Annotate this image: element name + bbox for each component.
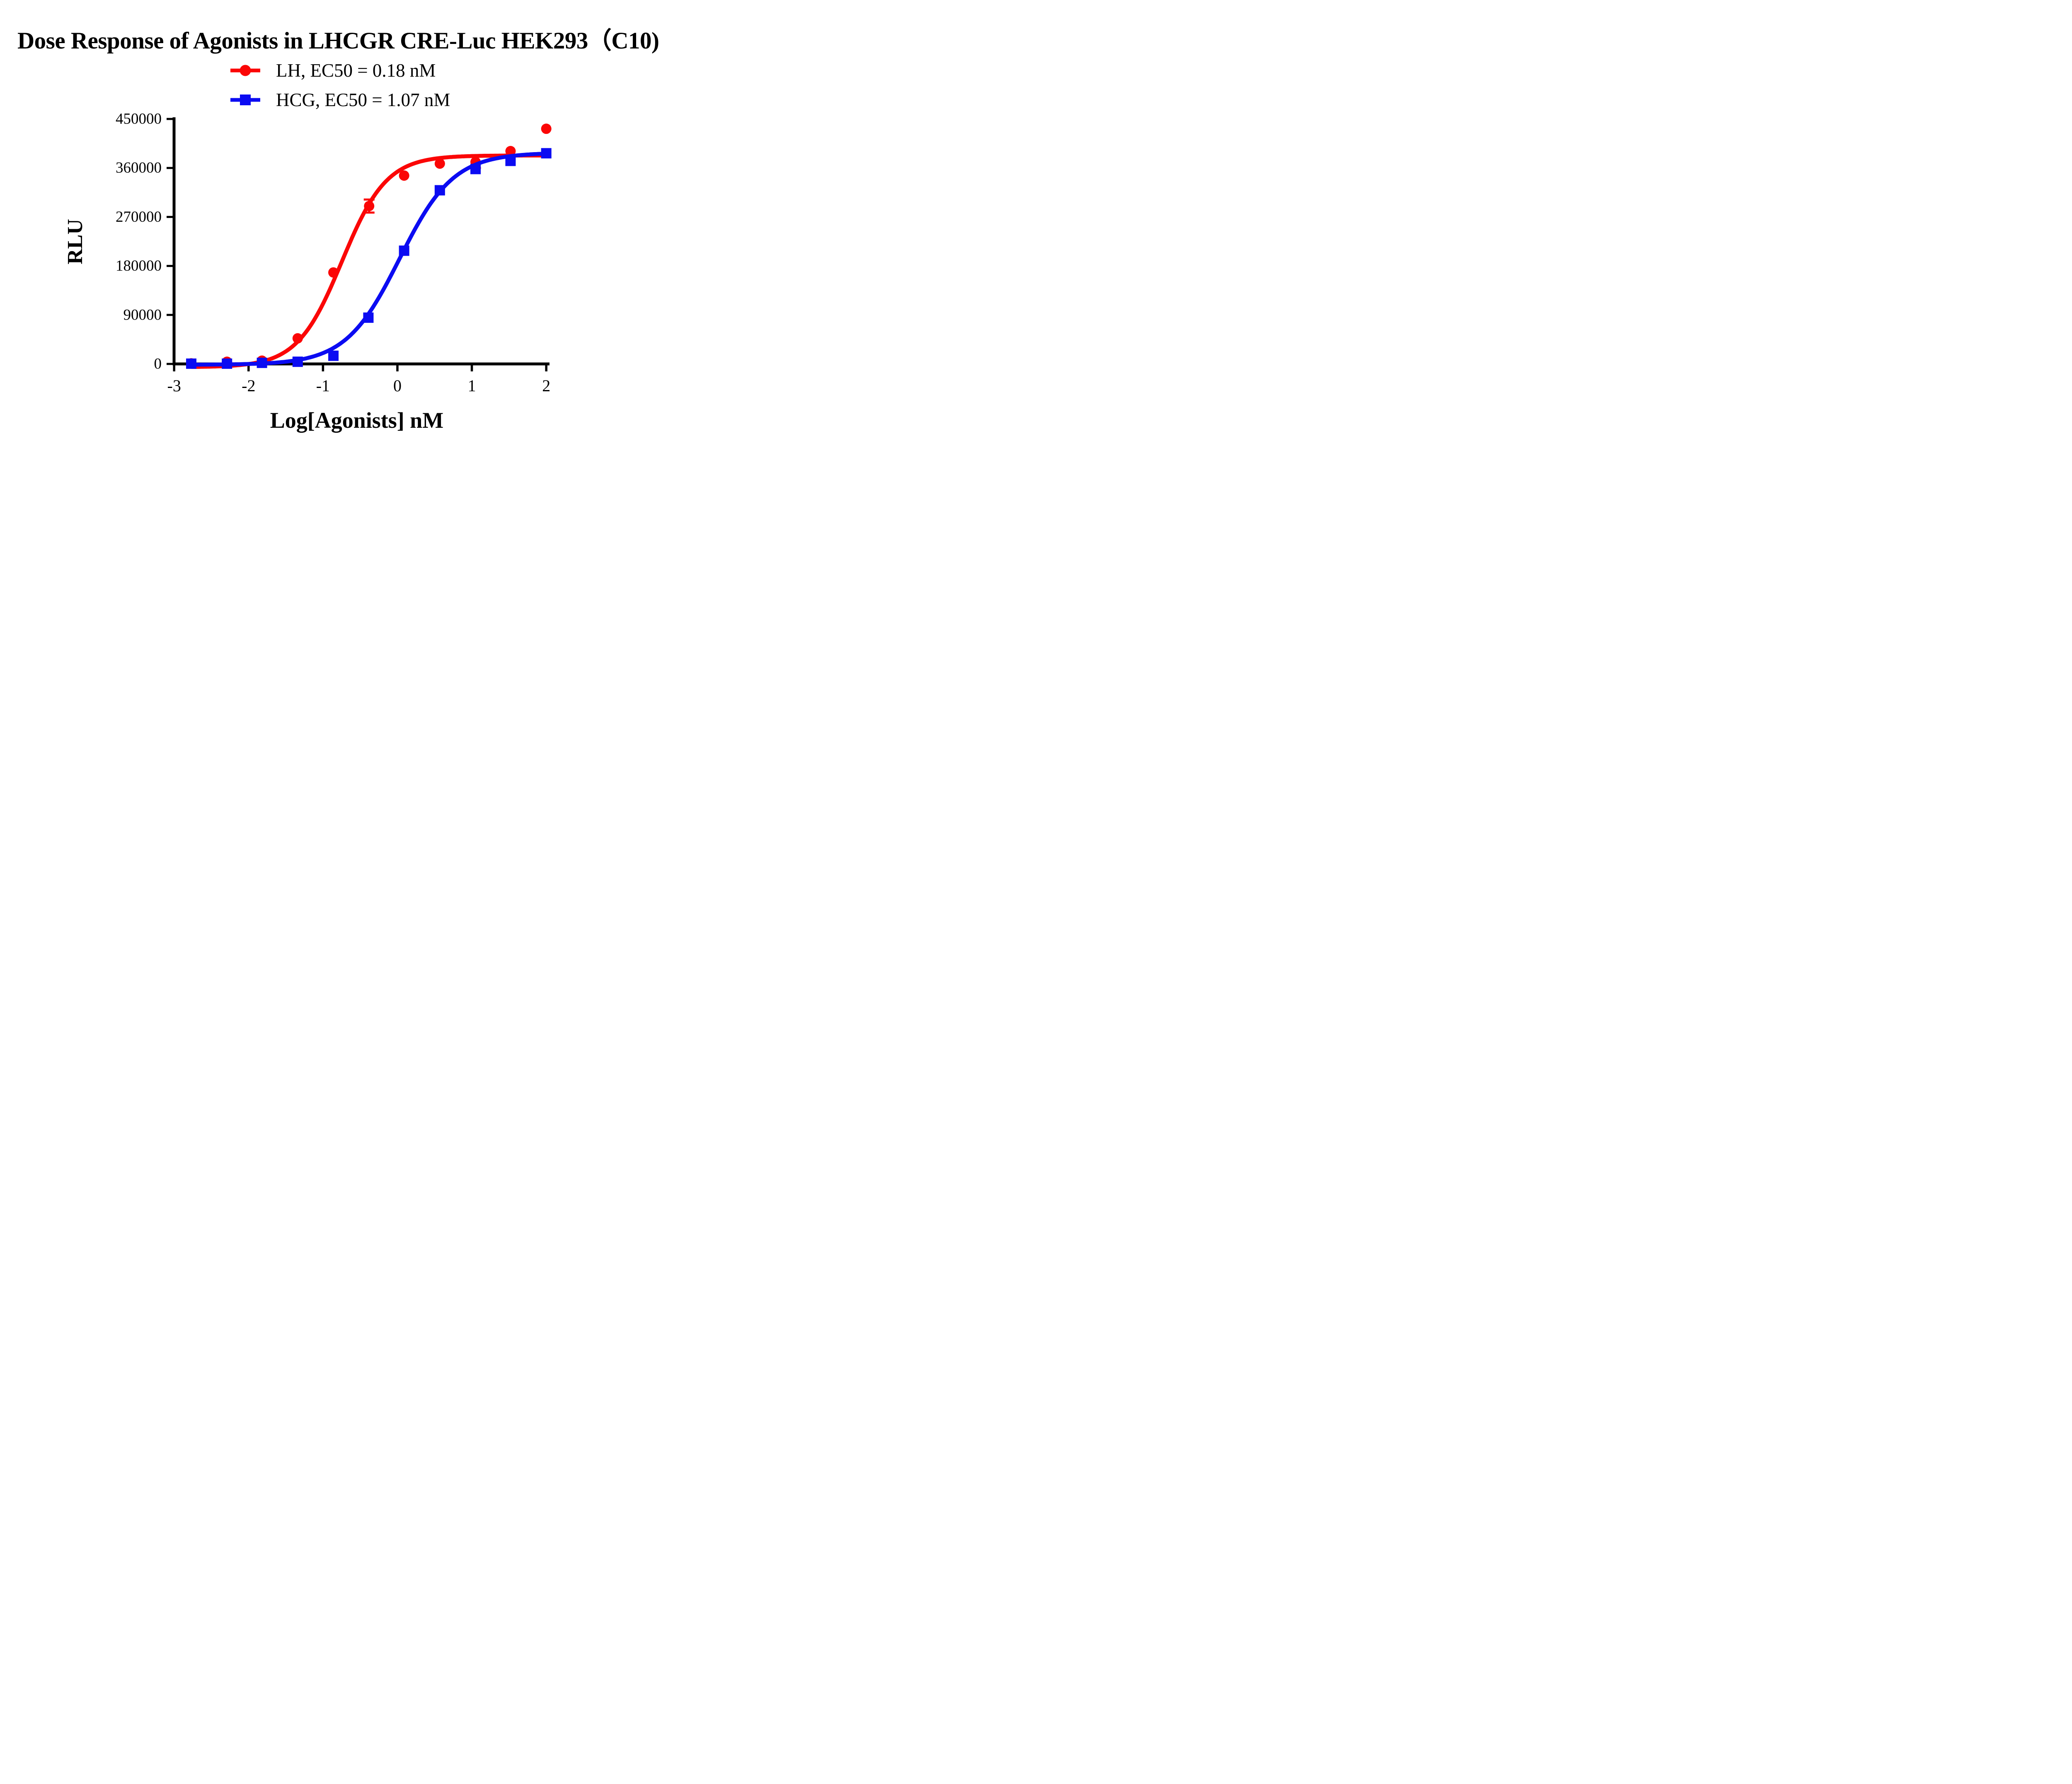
lh-fit-curve [191, 153, 546, 369]
lh-data-point [434, 158, 445, 169]
x-tick-label: -2 [242, 376, 255, 395]
y-tick-label: 180000 [116, 257, 162, 274]
legend-item-hcg: HCG, EC50 = 1.07 nM [230, 89, 450, 111]
y-tick-label: 90000 [123, 306, 162, 323]
hcg-data-point [222, 358, 232, 369]
hcg-data-point [434, 185, 445, 196]
hcg-data-point [292, 356, 303, 367]
lh-legend-marker [230, 65, 260, 76]
x-tick-label: -3 [167, 376, 181, 395]
x-tick-label: -1 [316, 376, 330, 395]
hcg-fit-curve [191, 151, 546, 367]
lh-data-point [505, 145, 516, 156]
y-tick-label: 450000 [116, 111, 162, 128]
y-tick-label: 0 [154, 356, 162, 373]
hcg-data-point [363, 312, 374, 323]
x-axis-title: Log[Agonists] nM [270, 408, 444, 433]
hcg-data-point [328, 350, 339, 361]
hcg-data-point [399, 245, 409, 256]
lh-legend-label: LH, EC50 = 0.18 nM [276, 60, 436, 81]
hcg-data-point [541, 148, 552, 159]
hcg-data-point [505, 155, 516, 166]
hcg-data-point [186, 358, 197, 369]
y-axis-title: RLU [63, 219, 87, 264]
lh-data-point [364, 201, 375, 211]
dose-response-plot: 0 90000 180000 270000 360000 450000 -3 -2 -1 0 1 2 R… [63, 111, 552, 433]
hcg-legend-marker [230, 95, 260, 105]
x-tick-label: 0 [393, 376, 402, 395]
lh-data-point [399, 170, 409, 181]
lh-legend-circle-icon [240, 65, 251, 76]
chart-title: Dose Response of Agonists in LHCGR CRE-L… [17, 28, 659, 54]
y-tick-label: 360000 [116, 160, 162, 177]
legend-item-lh: LH, EC50 = 0.18 nM [230, 59, 436, 82]
x-tick-label: 2 [542, 376, 550, 395]
lh-data-point [541, 124, 552, 134]
hcg-legend-square-icon [240, 95, 251, 105]
lh-data-point [292, 333, 303, 344]
hcg-legend-label: HCG, EC50 = 1.07 nM [276, 90, 450, 110]
x-tick-label: 1 [468, 376, 476, 395]
y-tick-label: 270000 [116, 208, 162, 225]
dose-response-figure: Dose Response of Agonists in LHCGR CRE-L… [0, 0, 715, 446]
hcg-data-point [470, 164, 481, 175]
hcg-data-point [257, 357, 267, 368]
lh-data-point [328, 267, 339, 278]
